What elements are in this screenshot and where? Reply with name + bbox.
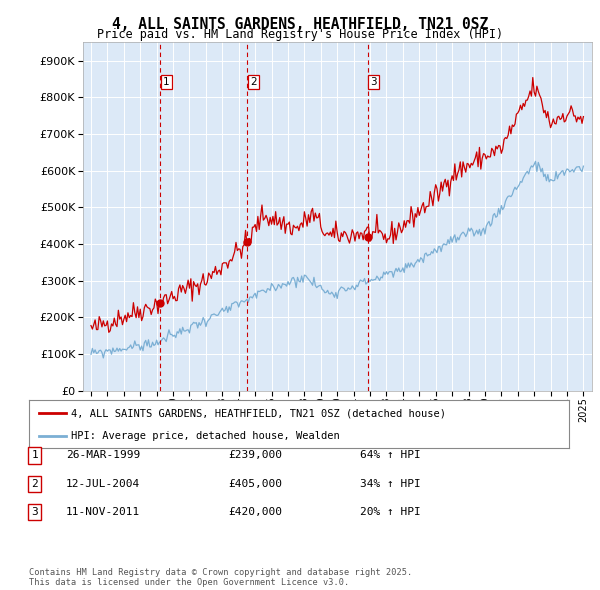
Text: 1: 1 — [163, 77, 170, 87]
Text: 4, ALL SAINTS GARDENS, HEATHFIELD, TN21 0SZ: 4, ALL SAINTS GARDENS, HEATHFIELD, TN21 … — [112, 17, 488, 31]
Text: £239,000: £239,000 — [228, 451, 282, 460]
Text: HPI: Average price, detached house, Wealden: HPI: Average price, detached house, Weal… — [71, 431, 340, 441]
Text: 2: 2 — [250, 77, 257, 87]
Text: 20% ↑ HPI: 20% ↑ HPI — [360, 507, 421, 517]
Text: £405,000: £405,000 — [228, 479, 282, 489]
Text: £420,000: £420,000 — [228, 507, 282, 517]
Text: Contains HM Land Registry data © Crown copyright and database right 2025.
This d: Contains HM Land Registry data © Crown c… — [29, 568, 412, 587]
Text: 2: 2 — [31, 479, 38, 489]
Text: 12-JUL-2004: 12-JUL-2004 — [66, 479, 140, 489]
Text: 26-MAR-1999: 26-MAR-1999 — [66, 451, 140, 460]
Text: 1: 1 — [31, 451, 38, 460]
Text: 64% ↑ HPI: 64% ↑ HPI — [360, 451, 421, 460]
Text: 3: 3 — [31, 507, 38, 517]
Text: 3: 3 — [370, 77, 377, 87]
Text: Price paid vs. HM Land Registry's House Price Index (HPI): Price paid vs. HM Land Registry's House … — [97, 28, 503, 41]
Text: 34% ↑ HPI: 34% ↑ HPI — [360, 479, 421, 489]
Text: 4, ALL SAINTS GARDENS, HEATHFIELD, TN21 0SZ (detached house): 4, ALL SAINTS GARDENS, HEATHFIELD, TN21 … — [71, 408, 446, 418]
Text: 11-NOV-2011: 11-NOV-2011 — [66, 507, 140, 517]
